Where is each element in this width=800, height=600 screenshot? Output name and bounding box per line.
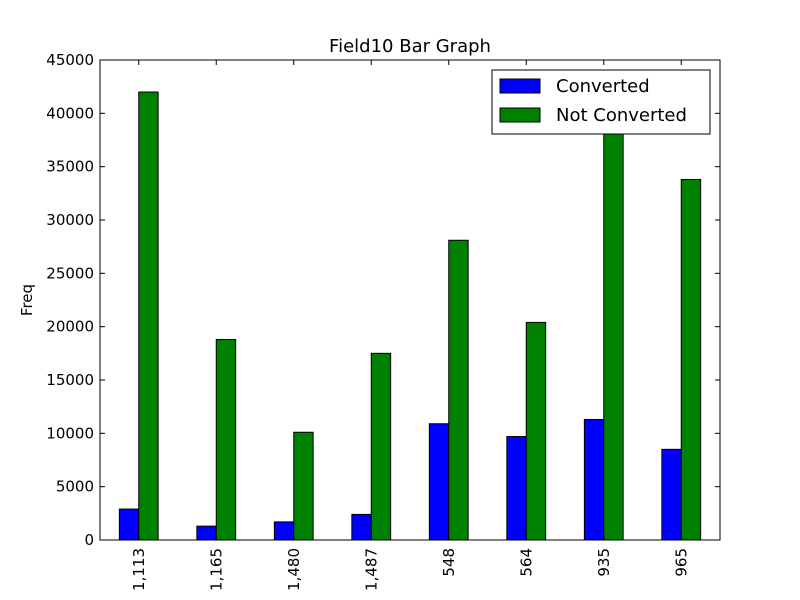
bar-converted-6: [583, 418, 605, 541]
y-tick-label: 20000: [46, 318, 94, 336]
x-tick-label: 1,113: [130, 548, 148, 591]
bar-not-converted-6: [603, 132, 624, 541]
y-tick-label: 15000: [46, 371, 94, 389]
x-tick-label: 1,487: [362, 548, 380, 591]
y-tick-label: 0: [84, 531, 94, 549]
bar-converted-2: [273, 521, 295, 541]
bar-converted-3: [351, 513, 372, 541]
bar-not-converted-1: [215, 338, 237, 541]
x-tick-label: 548: [440, 548, 458, 577]
bar-not-converted-2: [293, 431, 314, 541]
y-tick-label: 5000: [56, 478, 94, 496]
legend-entry-1: Not Converted: [556, 105, 687, 126]
y-axis-label: Freq: [18, 284, 36, 316]
legend-swatch-0: [499, 78, 541, 94]
x-tick-label: 1,480: [285, 548, 303, 591]
y-tick-label: 40000: [46, 104, 94, 122]
bar-converted-4: [428, 423, 450, 541]
plot-frame: [99, 59, 721, 541]
bar-converted-7: [661, 448, 682, 541]
bar-converted-1: [196, 525, 217, 541]
bar-not-converted-7: [680, 178, 702, 541]
plot-area: 1,113 1,165 1,480 1,487 548 564 935 965 0 5000 100…: [46, 51, 721, 591]
bar-not-converted-0: [138, 91, 159, 541]
legend-entry-0: Converted: [556, 76, 650, 97]
chart-title: Field10 Bar Graph: [329, 36, 491, 57]
bar-converted-5: [506, 436, 527, 541]
bar-not-converted-4: [448, 239, 469, 541]
bar-not-converted-5: [525, 321, 547, 541]
y-tick-label: 35000: [46, 158, 94, 176]
y-tick-label: 10000: [46, 424, 94, 442]
y-tick-label: 45000: [46, 51, 94, 69]
legend: Converted Not Converted: [491, 69, 711, 135]
y-tick-label: 25000: [46, 264, 94, 282]
bar-not-converted-3: [370, 352, 392, 541]
x-tick-label: 564: [517, 548, 535, 577]
y-tick-label: 30000: [46, 211, 94, 229]
x-tick-label: 935: [595, 548, 613, 577]
x-tick-label: 965: [672, 548, 690, 577]
bar-converted-0: [118, 508, 140, 541]
x-tick-label: 1,165: [207, 548, 225, 591]
legend-swatch-1: [499, 107, 541, 123]
